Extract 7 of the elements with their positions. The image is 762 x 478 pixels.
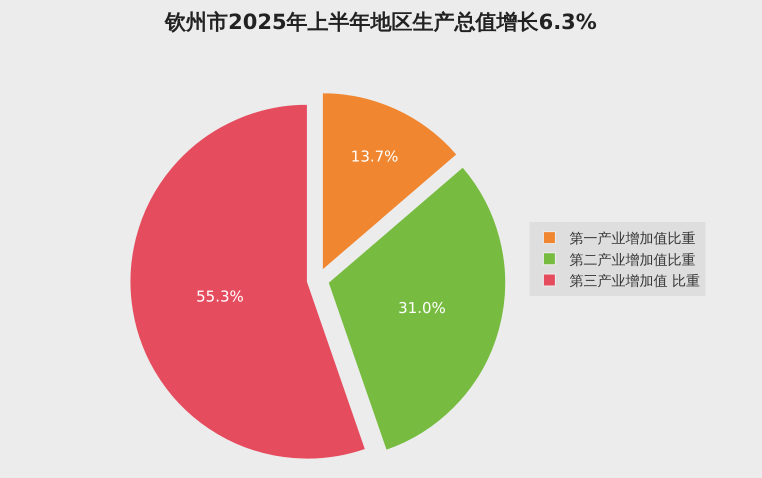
legend-label: 第三产业增加值 比重	[569, 273, 700, 290]
data-label: 13.7%	[350, 147, 398, 166]
data-label: 55.3%	[196, 287, 244, 306]
legend-label: 第一产业增加值比重	[569, 231, 696, 248]
chart-title: 钦州市2025年上半年地区生产总值增长6.3%	[164, 10, 597, 34]
data-label: 31.0%	[398, 299, 446, 318]
legend-label: 第二产业增加值比重	[569, 252, 696, 268]
